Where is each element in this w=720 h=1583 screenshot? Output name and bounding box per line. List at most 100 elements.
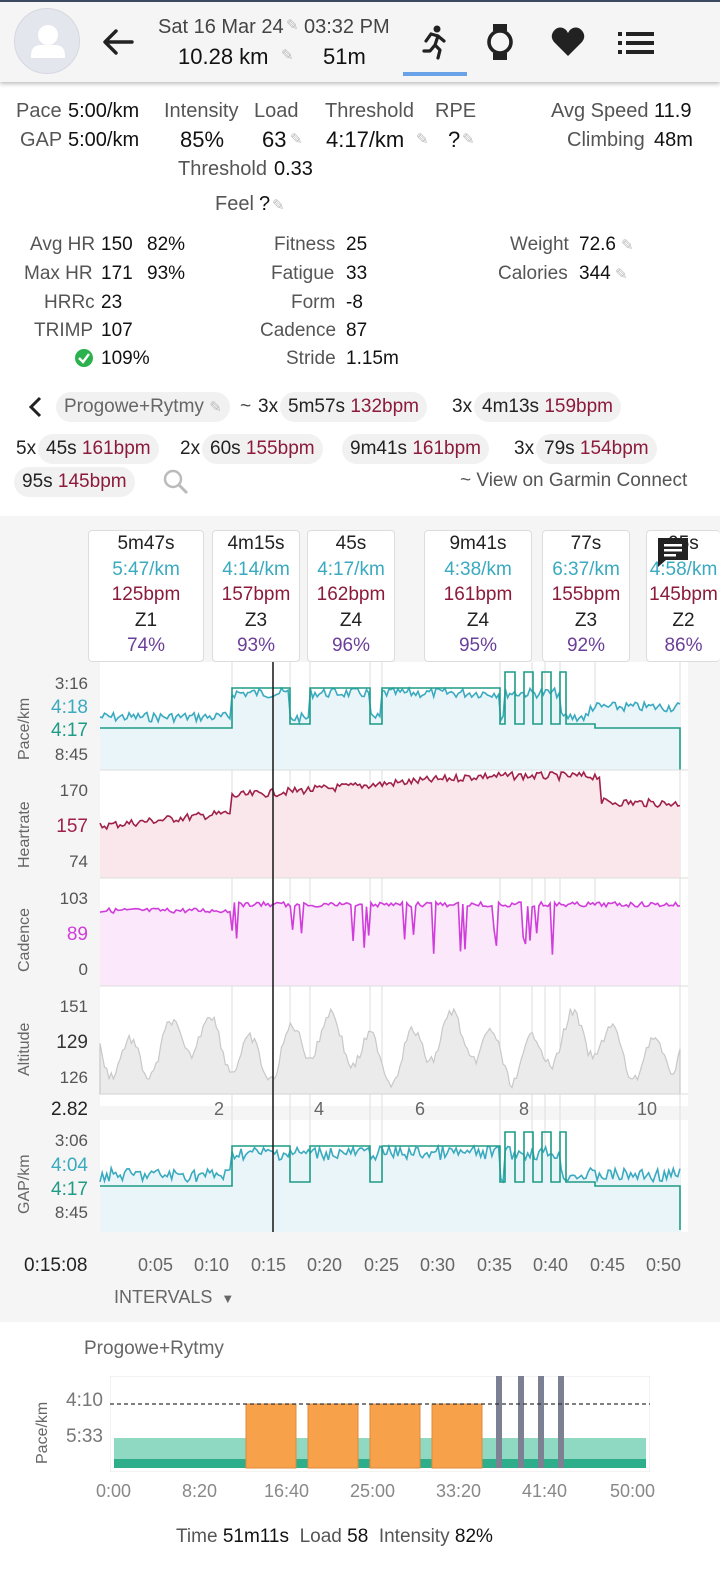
feel-label: Feel [215, 193, 254, 215]
chip-2-rep: 3x [452, 396, 473, 417]
activity-distance: 10.28 km [178, 44, 269, 69]
interval-6-zone: Z2 [672, 609, 695, 631]
hr-top: 170 [59, 781, 88, 800]
chip-7-bpm: 145bpm [57, 471, 127, 492]
edit-threshold-pencil-icon[interactable]: ✎ [416, 131, 429, 148]
edit-weight-pencil-icon[interactable]: ✎ [621, 237, 634, 254]
active-tab-indicator [403, 72, 467, 76]
avatar[interactable] [14, 8, 80, 74]
workout-name-chip[interactable]: Progowe+Rytmy ✎ [56, 392, 230, 422]
cadence-top: 103 [59, 889, 88, 908]
chip-7-dur: 95s [22, 471, 53, 492]
altitude-bottom: 126 [59, 1068, 88, 1087]
interval-5-zone: Z3 [574, 609, 598, 631]
interval-5-pct: 92% [566, 635, 606, 656]
plan-summary: Time 51m11s Load 58 Intensity 82% [176, 1526, 493, 1548]
plan-axis-title: Pace/km [34, 1401, 51, 1464]
plan-chart[interactable] [110, 1376, 650, 1472]
fatigue-value: 33 [346, 263, 368, 284]
interval-6-hr: 145bpm [649, 584, 718, 605]
calories-label: Calories [498, 263, 568, 284]
pace-bottom: 8:45 [54, 745, 88, 764]
pace-current-2: 4:17 [51, 720, 88, 741]
gap-current-2: 4:17 [51, 1179, 88, 1200]
interval-6-pace: 4:58/km [649, 558, 718, 580]
interval-5-pace: 6:37/km [552, 558, 620, 580]
edit-workout-pencil-icon[interactable]: ✎ [209, 399, 222, 416]
intensity-label: Intensity [164, 100, 239, 122]
gap-bottom: 8:45 [54, 1203, 88, 1222]
time-tick-6: 0:30 [420, 1255, 456, 1275]
edit-feel-pencil-icon[interactable]: ✎ [272, 197, 285, 214]
chip-3-bpm: 161bpm [81, 438, 151, 459]
interval-2-duration: 4m15s [227, 533, 285, 554]
distance-tick-6: 6 [415, 1099, 426, 1119]
plan-load-label: Load [299, 1526, 342, 1547]
chip-5-dur: 9m41s [350, 438, 408, 459]
chip-6-dur: 79s [544, 438, 575, 459]
plan-title: Progowe+Rytmy [84, 1338, 224, 1359]
interval-4-pct: 95% [458, 635, 498, 656]
garmin-connect-link[interactable]: ~ View on Garmin Connect [460, 470, 688, 491]
watch-icon[interactable] [484, 22, 516, 62]
rpe-label: RPE [435, 100, 477, 122]
load-label: Load [254, 100, 299, 122]
weight-label: Weight [510, 234, 569, 255]
interval-1-hr: 125bpm [111, 584, 181, 605]
back-arrow-icon[interactable] [100, 26, 136, 58]
interval-card-3[interactable]: 45s 4:17/km 162bpm Z4 96% [307, 530, 395, 662]
altitude-top: 151 [59, 997, 88, 1016]
edit-distance-pencil-icon[interactable]: ✎ [281, 47, 294, 64]
edit-rpe-pencil-icon[interactable]: ✎ [462, 131, 475, 148]
pace-value: 5:00/km [68, 100, 140, 122]
comment-icon[interactable] [656, 536, 690, 568]
interval-4-pace: 4:38/km [444, 558, 512, 580]
plan-intensity-value: 82% [454, 1526, 493, 1547]
cadence-label: Cadence [260, 320, 337, 341]
time-tick-10: 0:50 [646, 1255, 682, 1275]
search-icon[interactable] [162, 468, 190, 496]
chip-6[interactable]: 79s 154bpm [536, 434, 657, 464]
altitude-current: 129 [56, 1032, 88, 1053]
chip-5[interactable]: 9m41s 161bpm [342, 434, 489, 464]
time-tick-7: 0:35 [477, 1255, 513, 1275]
activity-streams-chart[interactable] [0, 662, 720, 1242]
calories-value: 344 [579, 263, 611, 284]
chip-3[interactable]: 45s 161bpm [38, 434, 159, 464]
interval-card-2[interactable]: 4m15s 4:14/km 157bpm Z3 93% [212, 530, 300, 662]
stride-value: 1.15m [346, 348, 399, 369]
chip-1[interactable]: 5m57s 132bpm [280, 392, 427, 422]
chip-7[interactable]: 95s 145bpm [14, 467, 135, 497]
time-tick-5: 0:25 [364, 1255, 400, 1275]
edit-calories-pencil-icon[interactable]: ✎ [615, 266, 628, 283]
distance-readout: 2.82 [51, 1099, 88, 1120]
interval-card-1[interactable]: 5m47s 5:47/km 125bpm Z1 74% [88, 530, 204, 662]
running-icon[interactable] [418, 24, 448, 60]
interval-4-hr: 161bpm [443, 584, 513, 605]
edit-load-pencil-icon[interactable]: ✎ [290, 131, 303, 148]
avg-hr-value: 150 [101, 234, 133, 255]
plan-ytick-1: 4:10 [66, 1390, 103, 1411]
interval-card-6[interactable]: 95s 4:58/km 145bpm Z2 86% [646, 530, 720, 662]
gap-label: GAP [20, 129, 63, 151]
interval-3-duration: 45s [335, 533, 367, 554]
plan-time-label: Time [176, 1526, 218, 1547]
menu-list-icon[interactable] [618, 30, 654, 56]
plan-load-value: 58 [347, 1526, 369, 1547]
pace-label: Pace [16, 100, 62, 122]
interval-2-pct: 93% [236, 635, 276, 656]
chevron-left-icon[interactable] [26, 395, 44, 419]
interval-card-5[interactable]: 77s 6:37/km 155bpm Z3 92% [542, 530, 630, 662]
avg-hr-pct: 82% [147, 234, 186, 255]
heart-icon[interactable] [550, 26, 586, 58]
interval-1-duration: 5m47s [117, 533, 175, 554]
distance-tick-4: 4 [314, 1099, 325, 1119]
edit-date-pencil-icon[interactable]: ✎ [286, 17, 299, 34]
chip-2[interactable]: 4m13s 159bpm [474, 392, 621, 422]
interval-1-pace: 5:47/km [112, 558, 180, 580]
threshold-value: 4:17/km [326, 127, 405, 152]
chip-4[interactable]: 60s 155bpm [202, 434, 323, 464]
intervals-dropdown[interactable]: INTERVALS ▼ [100, 1282, 250, 1312]
interval-card-4[interactable]: 9m41s 4:38/km 161bpm Z4 95% [424, 530, 532, 662]
chip-2-bpm: 159bpm [544, 396, 613, 417]
